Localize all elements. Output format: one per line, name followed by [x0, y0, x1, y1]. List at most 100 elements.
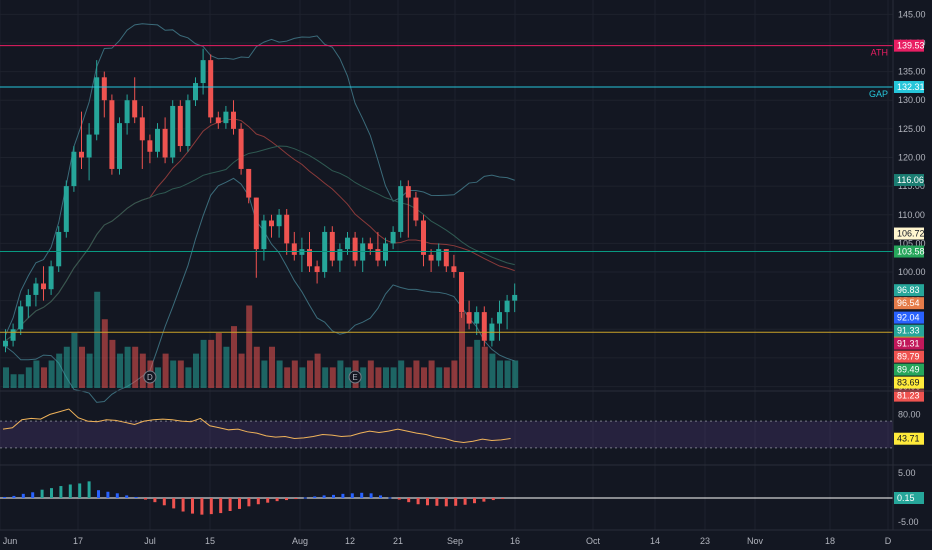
price-tick-label: 125.00	[898, 124, 926, 134]
rsi-band	[0, 421, 893, 448]
volume-bar	[405, 367, 412, 388]
level-price-tag[interactable]	[894, 39, 924, 52]
candle-body	[246, 168, 252, 198]
price-scale[interactable]: 145.00140.00135.00130.00125.00120.00115.…	[0, 0, 932, 531]
volume-bar	[474, 339, 481, 388]
volume-bars	[3, 291, 519, 388]
candle-body	[253, 197, 259, 250]
candle-body	[451, 266, 457, 273]
macd-histogram-bar	[444, 498, 448, 507]
time-tick-label: D	[885, 536, 892, 546]
price-tick-label: 145.00	[898, 9, 926, 19]
price-tag[interactable]	[894, 350, 924, 363]
price-tag-label: 96.83	[897, 285, 920, 295]
candle-body	[147, 140, 153, 152]
candle-body	[94, 77, 100, 135]
macd-histogram-bar	[501, 498, 505, 500]
price-tag[interactable]	[894, 174, 924, 187]
level-price-tag-label: 132.31	[897, 82, 925, 92]
price-tag[interactable]	[894, 363, 924, 376]
volume-bar	[284, 367, 291, 388]
candlesticks	[3, 48, 518, 353]
volume-bar	[443, 367, 450, 388]
candle-body	[405, 186, 411, 198]
macd-histogram-bar	[322, 495, 326, 498]
rsi-tick-label: 80.00	[898, 409, 921, 419]
volume-bar	[132, 346, 139, 388]
volume-bar	[18, 374, 25, 388]
volume-bar	[481, 346, 488, 388]
price-tag[interactable]	[894, 245, 924, 258]
volume-bar	[223, 346, 230, 388]
volume-bar	[466, 346, 473, 388]
volume-bar	[459, 312, 465, 388]
candle-body	[18, 306, 24, 330]
price-tag[interactable]	[894, 227, 924, 240]
macd-histogram-bar	[491, 498, 495, 501]
price-tag[interactable]	[894, 389, 924, 402]
price-tag[interactable]	[894, 337, 924, 350]
price-grid	[0, 0, 893, 530]
event-marker[interactable]	[143, 370, 157, 384]
volume-bar	[200, 339, 207, 388]
macd-histogram-bar	[106, 491, 110, 498]
candle-body	[162, 128, 168, 158]
candle-body	[223, 111, 229, 124]
macd-histogram-bar	[144, 498, 147, 500]
candle-body	[48, 266, 54, 290]
candle-body	[3, 340, 8, 347]
macd-histogram-bar	[285, 498, 288, 501]
candle-body	[132, 100, 138, 118]
macd-histogram-bar	[247, 498, 251, 507]
rsi-value-label: 43.71	[897, 434, 920, 444]
volume-bar	[360, 367, 367, 388]
price-tag[interactable]	[894, 284, 924, 297]
volume-bar	[170, 360, 177, 388]
macd-histogram-bar	[21, 493, 25, 498]
macd-histogram-bar	[454, 498, 458, 506]
volume-bar	[215, 333, 222, 388]
macd-histogram-bar	[350, 493, 354, 498]
candle-body	[428, 254, 434, 261]
volume-bar	[314, 353, 321, 388]
time-scale[interactable]: Jun 17 Jul 15 Aug 12 21 Sep 16 Oct 14 23 Nov 18 D	[3, 536, 892, 546]
price-tag-label: 83.69	[897, 378, 920, 388]
macd-histogram-bar	[68, 484, 72, 498]
macd-histogram-bar	[275, 498, 279, 502]
time-tick-label: 16	[510, 536, 520, 546]
candle-body	[117, 123, 122, 169]
level-label: ATH	[871, 48, 888, 58]
level-price-tag[interactable]	[894, 80, 924, 93]
time-tick-label: 18	[825, 536, 835, 546]
price-tag-label: 91.33	[897, 326, 920, 336]
macd-histogram-bar	[31, 492, 35, 498]
rsi-value-tag	[894, 432, 924, 445]
event-marker[interactable]	[348, 370, 362, 384]
price-tag[interactable]	[894, 297, 924, 310]
volume-bar	[208, 339, 215, 388]
macd-pane: 5.00 -5.00 0.15	[0, 468, 924, 527]
volume-bar	[345, 367, 351, 388]
horizontal-levels[interactable]: ATH GAP	[0, 45, 893, 333]
macd-histogram-bar	[134, 496, 138, 498]
volume-bar	[246, 305, 253, 388]
candle-body	[352, 237, 358, 261]
price-tag[interactable]	[894, 324, 924, 337]
macd-histogram-bar	[379, 495, 382, 498]
macd-histogram-bar	[162, 498, 166, 506]
candle-body	[284, 214, 290, 244]
macd-histogram-bar	[313, 496, 317, 498]
price-tag[interactable]	[894, 311, 924, 324]
macd-histogram-bar	[303, 497, 307, 499]
volume-bar	[299, 367, 306, 388]
volume-bar	[193, 353, 199, 388]
macd-histogram-bar	[12, 495, 16, 498]
price-tag[interactable]	[894, 376, 924, 389]
lower-band	[5, 177, 515, 403]
price-tag-label: 96.54	[897, 298, 920, 308]
candle-body	[10, 329, 16, 341]
volume-bar	[436, 367, 443, 388]
volume-bar	[322, 367, 329, 388]
